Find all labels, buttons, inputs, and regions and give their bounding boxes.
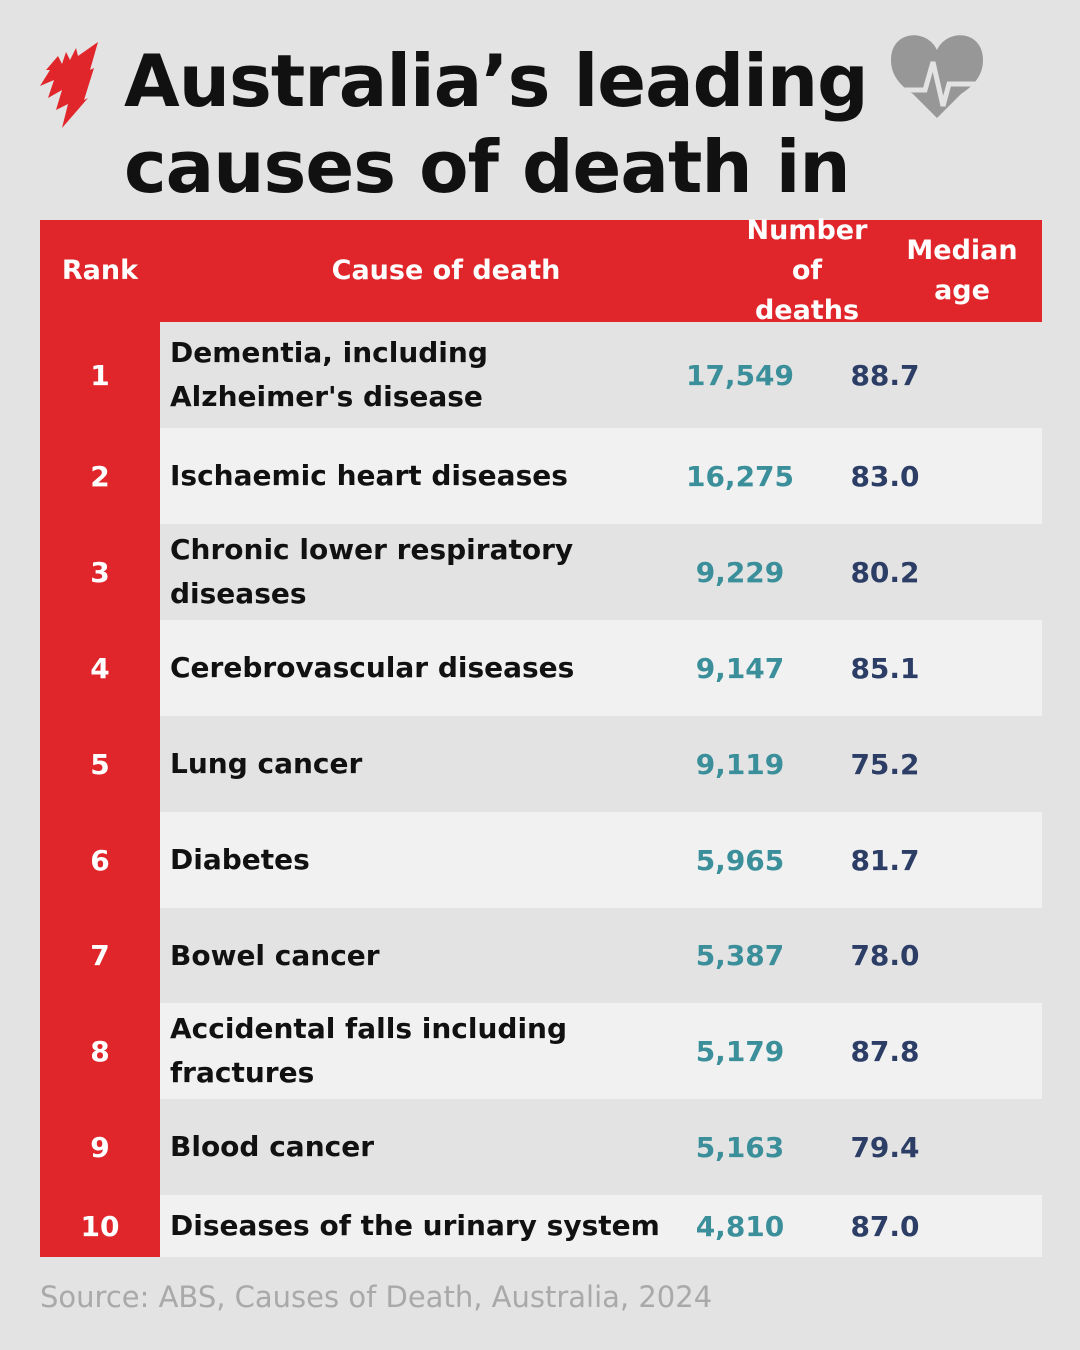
cause-cell: Chronic lower respiratory diseases bbox=[170, 533, 574, 610]
table-header: Rank Cause of death Number of deaths Med… bbox=[40, 215, 1042, 326]
median-age-cell: 87.8 bbox=[850, 1034, 920, 1068]
cause-cell: Diseases of the urinary system bbox=[170, 1209, 660, 1242]
col-rank: Rank bbox=[61, 255, 139, 286]
heart-pulse-icon bbox=[891, 35, 983, 118]
median-age-cell: 75.2 bbox=[850, 747, 920, 781]
col-cause: Cause of death bbox=[331, 255, 561, 286]
cause-cell: Blood cancer bbox=[170, 1130, 375, 1163]
source-note: Source: ABS, Causes of Death, Australia,… bbox=[40, 1280, 713, 1314]
table-row: 10 Diseases of the urinary system 4,810 87.… bbox=[40, 1195, 1042, 1257]
causes-table: Rank Cause of death Number of deaths Med… bbox=[40, 215, 1042, 1257]
sbs-logo bbox=[40, 42, 98, 128]
deaths-cell: 5,965 bbox=[695, 843, 785, 877]
table-row: 3 Chronic lower respiratory diseases 9,229… bbox=[40, 524, 1042, 620]
table-row: 2 Ischaemic heart diseases 16,275 83.0 bbox=[40, 428, 1042, 524]
deaths-cell: 9,119 bbox=[695, 747, 785, 781]
deaths-cell: 9,147 bbox=[695, 651, 785, 685]
col-deaths: Number of deaths bbox=[746, 215, 868, 326]
cause-cell: Dementia, including Alzheimer's disease bbox=[170, 336, 488, 413]
rank-cell: 9 bbox=[40, 1099, 160, 1195]
median-age-cell: 80.2 bbox=[850, 555, 920, 589]
rank-cell: 7 bbox=[40, 908, 160, 1003]
deaths-cell: 16,275 bbox=[685, 459, 795, 493]
rank-cell: 10 bbox=[40, 1195, 160, 1257]
rank-cell: 5 bbox=[40, 716, 160, 812]
table-row: 1 Dementia, including Alzheimer's disease… bbox=[40, 322, 1042, 428]
table-row: 7 Bowel cancer 5,387 78.0 bbox=[40, 908, 1042, 1003]
col-age: Median age bbox=[906, 235, 1018, 306]
cause-cell: Accidental falls including fractures bbox=[170, 1012, 568, 1089]
table-row: 9 Blood cancer 5,163 79.4 bbox=[40, 1099, 1042, 1195]
deaths-cell: 5,163 bbox=[695, 1130, 785, 1164]
median-age-cell: 79.4 bbox=[850, 1130, 920, 1164]
median-age-cell: 88.7 bbox=[850, 358, 920, 392]
median-age-cell: 83.0 bbox=[850, 459, 920, 493]
rank-cell: 6 bbox=[40, 812, 160, 908]
deaths-cell: 5,179 bbox=[695, 1034, 785, 1068]
rank-cell: 8 bbox=[40, 1003, 160, 1099]
median-age-cell: 85.1 bbox=[850, 651, 920, 685]
median-age-cell: 81.7 bbox=[850, 843, 920, 877]
cause-cell: Cerebrovascular diseases bbox=[170, 651, 575, 684]
cause-cell: Lung cancer bbox=[170, 747, 363, 780]
cause-cell: Bowel cancer bbox=[170, 938, 380, 972]
median-age-cell: 78.0 bbox=[850, 939, 920, 972]
rank-cell: 3 bbox=[40, 524, 160, 620]
table-row: 5 Lung cancer 9,119 75.2 bbox=[40, 716, 1042, 812]
rank-cell: 4 bbox=[40, 620, 160, 716]
table-row: 4 Cerebrovascular diseases 9,147 85.1 bbox=[40, 620, 1042, 716]
rank-cell: 1 bbox=[40, 322, 160, 428]
deaths-cell: 5,387 bbox=[695, 939, 785, 972]
table-row: 8 Accidental falls including fractures 5,1… bbox=[40, 1003, 1042, 1099]
rank-cell: 2 bbox=[40, 428, 160, 524]
deaths-cell: 4,810 bbox=[695, 1209, 785, 1243]
deaths-cell: 9,229 bbox=[695, 555, 785, 589]
median-age-cell: 87.0 bbox=[850, 1209, 920, 1243]
deaths-cell: 17,549 bbox=[685, 358, 795, 392]
cause-cell: Diabetes bbox=[170, 843, 310, 876]
cause-cell: Ischaemic heart diseases bbox=[170, 459, 568, 492]
table-row: 6 Diabetes 5,965 81.7 bbox=[40, 812, 1042, 908]
page-title: Australia’s leading causes of death in 2… bbox=[124, 39, 869, 295]
